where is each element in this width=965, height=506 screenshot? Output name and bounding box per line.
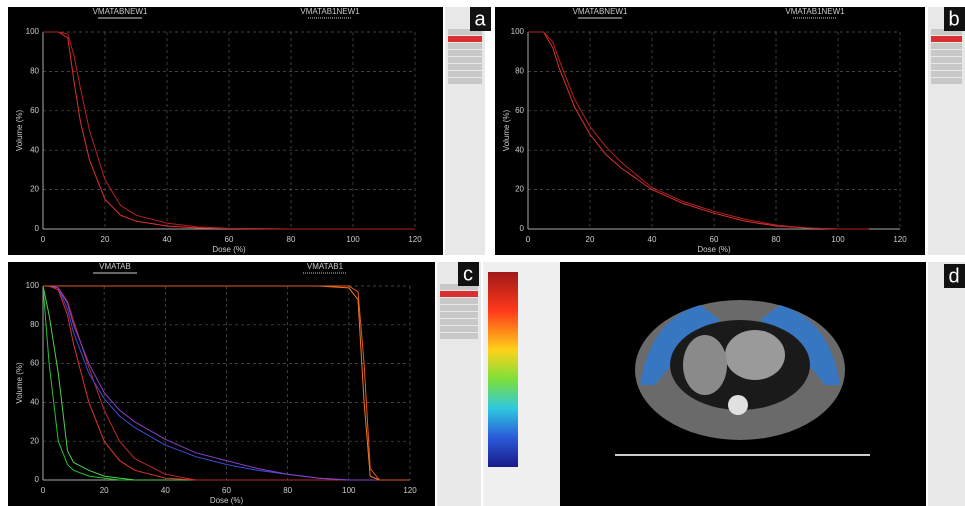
x-tick-label: 100	[831, 235, 845, 244]
side-row	[448, 64, 482, 70]
y-tick-label: 100	[26, 281, 40, 290]
y-tick-label: 0	[520, 224, 525, 233]
side-row	[440, 298, 478, 304]
side-row	[440, 326, 478, 332]
x-axis-label: Dose (%)	[210, 496, 244, 505]
side-row	[448, 71, 482, 77]
x-tick-label: 0	[41, 486, 46, 495]
x-tick-label: 120	[408, 235, 422, 244]
side-row	[440, 305, 478, 311]
side-row	[931, 78, 962, 84]
y-axis-label: Volume (%)	[15, 362, 24, 404]
y-tick-label: 40	[30, 398, 39, 407]
side-row	[931, 64, 962, 70]
y-tick-label: 80	[515, 67, 524, 76]
y-tick-label: 40	[30, 145, 39, 154]
y-tick-label: 80	[30, 320, 39, 329]
legend-label: VMATAB1NEW1	[785, 7, 845, 16]
y-tick-label: 0	[35, 475, 40, 484]
x-tick-label: 80	[283, 486, 292, 495]
y-tick-label: 60	[30, 106, 39, 115]
spine	[728, 395, 748, 415]
x-tick-label: 80	[287, 235, 296, 244]
side-row	[448, 78, 482, 84]
panel-label: d	[948, 265, 959, 287]
side-row	[931, 36, 962, 42]
x-tick-label: 120	[893, 235, 907, 244]
x-tick-label: 20	[586, 235, 595, 244]
x-tick-label: 80	[772, 235, 781, 244]
panel-label: c	[463, 263, 473, 285]
side-row	[448, 36, 482, 42]
x-tick-label: 60	[222, 486, 231, 495]
x-axis-label: Dose (%)	[212, 245, 246, 254]
y-tick-label: 80	[30, 67, 39, 76]
side-row	[448, 43, 482, 49]
side-row	[448, 57, 482, 63]
y-tick-label: 100	[511, 27, 525, 36]
y-tick-label: 60	[30, 359, 39, 368]
y-tick-label: 60	[515, 106, 524, 115]
legend-label: VMATABNEW1	[573, 7, 628, 16]
liver	[683, 335, 727, 395]
x-tick-label: 0	[526, 235, 531, 244]
x-tick-label: 0	[41, 235, 46, 244]
x-tick-label: 120	[403, 486, 417, 495]
panel-label: a	[474, 8, 486, 30]
y-axis-label: Volume (%)	[502, 109, 511, 151]
x-tick-label: 60	[225, 235, 234, 244]
panel-label: b	[948, 8, 959, 30]
side-row	[440, 333, 478, 339]
x-tick-label: 40	[163, 235, 172, 244]
y-tick-label: 100	[26, 27, 40, 36]
x-tick-label: 40	[161, 486, 170, 495]
side-row	[931, 57, 962, 63]
plot-background	[8, 7, 443, 255]
panel-d: d	[483, 262, 965, 506]
side-panel	[928, 262, 965, 506]
legend-label: VMATAB1NEW1	[300, 7, 360, 16]
y-tick-label: 20	[30, 185, 39, 194]
y-tick-label: 20	[30, 436, 39, 445]
side-row	[440, 291, 478, 297]
x-tick-label: 60	[710, 235, 719, 244]
colorbar	[488, 272, 518, 467]
figure: d a 0 20 40 60 80 100 120 0 20 40 60 80 100 Dose (%) Vo…	[0, 0, 965, 506]
side-row	[440, 312, 478, 318]
x-tick-label: 20	[100, 486, 109, 495]
legend-label: VMATAB	[99, 262, 131, 271]
x-tick-label: 20	[101, 235, 110, 244]
y-axis-label: Volume (%)	[15, 109, 24, 151]
y-tick-label: 0	[35, 224, 40, 233]
legend-label: VMATAB1	[307, 262, 344, 271]
x-tick-label: 100	[346, 235, 360, 244]
heart	[725, 330, 785, 380]
legend-label: VMATABNEW1	[93, 7, 148, 16]
side-row	[931, 43, 962, 49]
x-tick-label: 40	[648, 235, 657, 244]
y-tick-label: 40	[515, 145, 524, 154]
side-row	[448, 50, 482, 56]
y-tick-label: 20	[515, 185, 524, 194]
side-row	[931, 50, 962, 56]
x-tick-label: 100	[342, 486, 356, 495]
plot-background	[495, 7, 925, 255]
side-row	[931, 71, 962, 77]
x-axis-label: Dose (%)	[697, 245, 731, 254]
side-row	[440, 319, 478, 325]
